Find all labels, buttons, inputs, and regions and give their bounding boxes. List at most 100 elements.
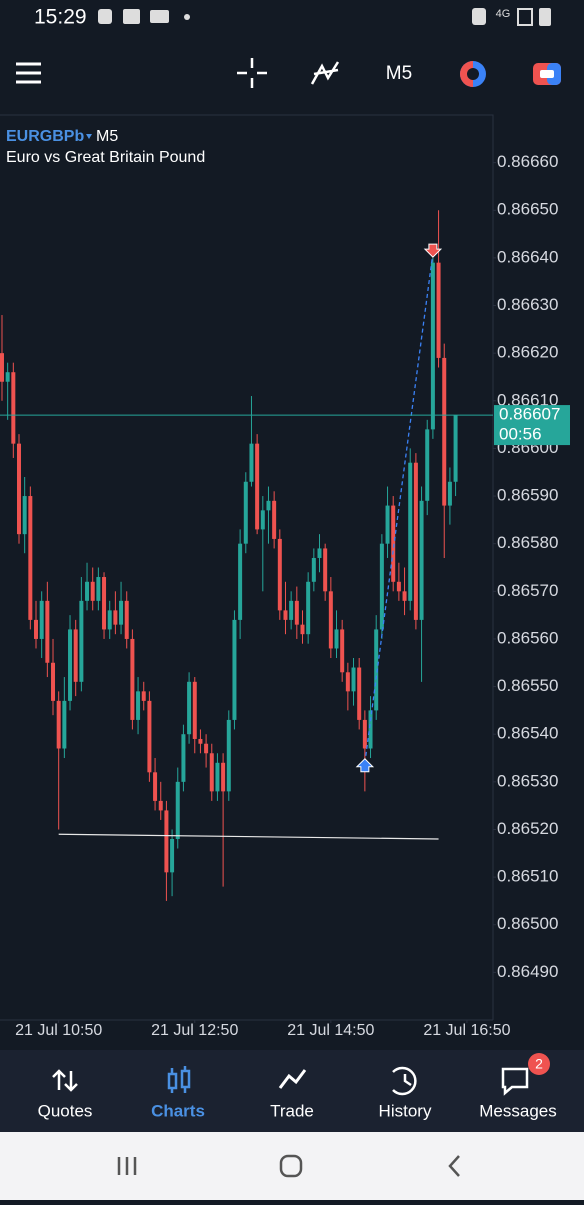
candle-body — [249, 443, 254, 482]
candle-body — [221, 762, 226, 792]
countdown: 00:56 — [499, 425, 542, 444]
buy-arrow — [355, 758, 375, 773]
candle-body — [45, 600, 50, 663]
candle-body — [408, 462, 413, 601]
symbol-dropdown[interactable] — [86, 134, 92, 139]
status-network: 4G — [496, 8, 511, 20]
candle-body — [340, 629, 345, 673]
y-tick-label: 0.86630 — [497, 295, 558, 314]
candle-body — [16, 443, 21, 535]
candle-body — [62, 700, 67, 749]
y-tick-label: 0.86640 — [497, 247, 558, 266]
candle-body — [436, 262, 441, 358]
candle-body — [357, 667, 362, 720]
candle-body — [300, 624, 305, 635]
candle-body — [34, 619, 39, 639]
candle-body — [243, 481, 248, 544]
candle-body — [215, 762, 220, 792]
candle-body — [107, 610, 112, 630]
candle-body — [175, 781, 180, 839]
y-tick-label: 0.86500 — [497, 914, 558, 933]
badge — [528, 1053, 550, 1075]
candle-body — [238, 543, 243, 620]
bottom-nav — [0, 1050, 584, 1132]
y-tick-label: 0.86570 — [497, 581, 558, 600]
candle-body — [187, 681, 192, 735]
y-tick-label: 0.86620 — [497, 343, 558, 362]
candle-body — [351, 667, 356, 692]
badge-count: 2 — [535, 1056, 543, 1072]
candle-body — [90, 581, 95, 601]
candle-body — [447, 481, 452, 506]
candle-body — [430, 262, 435, 430]
candle-body — [419, 500, 424, 620]
timeframe-button[interactable]: M5 — [386, 63, 412, 84]
candle-body — [0, 353, 4, 382]
candle-body — [311, 557, 316, 582]
candle-body — [147, 700, 152, 773]
chart-timeframe: M5 — [96, 128, 118, 145]
candle-body — [425, 429, 430, 501]
candle-body — [413, 462, 418, 620]
y-tick-label: 0.86540 — [497, 724, 558, 743]
menu-button[interactable] — [16, 62, 41, 84]
candle-body — [385, 505, 390, 544]
indicators-button[interactable] — [310, 61, 340, 85]
x-tick-label: 21 Jul 12:50 — [151, 1022, 238, 1039]
y-tick-label: 0.86560 — [497, 628, 558, 647]
y-tick-label: 0.86610 — [497, 390, 558, 409]
status-time: 15:29 — [34, 6, 87, 29]
sell-arrow — [423, 243, 443, 258]
candle-body — [334, 629, 339, 649]
candle-body — [272, 500, 277, 539]
y-tick-label: 0.86580 — [497, 533, 558, 552]
candle-body — [289, 600, 294, 620]
candle-body — [39, 600, 44, 639]
one-click-button[interactable] — [460, 61, 486, 87]
y-tick-label: 0.86530 — [497, 771, 558, 790]
candle-body — [379, 543, 384, 630]
candle-body — [28, 496, 33, 620]
system-buttons[interactable] — [117, 1154, 460, 1178]
candle-body — [79, 600, 84, 682]
candle-body — [402, 591, 407, 601]
candle-body — [141, 691, 146, 701]
y-tick-label: 0.86520 — [497, 819, 558, 838]
nav-label[interactable]: Charts — [151, 1101, 205, 1120]
candle-body — [85, 581, 90, 601]
nav-label[interactable]: Trade — [270, 1101, 314, 1120]
candle-body — [204, 743, 209, 754]
quotes-icon[interactable] — [52, 1069, 78, 1092]
chart-frame — [0, 114, 494, 1020]
nav-label[interactable]: Quotes — [38, 1101, 93, 1120]
candle-body — [68, 629, 73, 701]
messages-icon[interactable] — [501, 1067, 529, 1096]
charts-icon[interactable] — [167, 1066, 191, 1093]
chart-subtitle: Euro vs Great Britain Pound — [6, 149, 205, 166]
candle-body — [391, 505, 396, 582]
candle-body — [119, 600, 124, 625]
candle-body — [22, 496, 27, 535]
candle-body — [368, 710, 373, 749]
candle-body — [374, 629, 379, 711]
symbol[interactable]: EURGBPb — [6, 128, 84, 145]
crosshair-button[interactable] — [237, 58, 267, 88]
candle-body — [5, 372, 10, 382]
y-tick-label: 0.86590 — [497, 486, 558, 505]
history-icon[interactable] — [392, 1066, 417, 1096]
candle-body — [260, 510, 265, 530]
nav-label[interactable]: Messages — [479, 1101, 556, 1120]
y-tick-label: 0.86510 — [497, 867, 558, 886]
candle-body — [232, 619, 237, 720]
trade-line — [364, 253, 434, 763]
x-tick-label: 21 Jul 10:50 — [15, 1022, 102, 1039]
trade-button[interactable] — [533, 63, 561, 85]
candle-body — [73, 629, 78, 682]
candle-body — [124, 600, 129, 639]
nav-label[interactable]: History — [379, 1101, 432, 1120]
trade-icon[interactable] — [278, 1069, 307, 1089]
candle-body — [328, 591, 333, 649]
candle-body — [198, 738, 203, 744]
candle-body — [226, 719, 231, 792]
candle-body — [283, 610, 288, 620]
